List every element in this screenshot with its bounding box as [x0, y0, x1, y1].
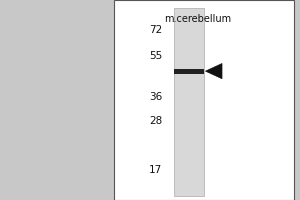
Text: m.cerebellum: m.cerebellum — [164, 14, 232, 24]
FancyBboxPatch shape — [174, 8, 204, 196]
Text: 55: 55 — [149, 51, 162, 61]
Text: 72: 72 — [149, 25, 162, 35]
Text: 36: 36 — [149, 92, 162, 102]
FancyBboxPatch shape — [114, 0, 294, 200]
Text: 28: 28 — [149, 116, 162, 126]
Text: 17: 17 — [149, 165, 162, 175]
Polygon shape — [206, 64, 222, 79]
